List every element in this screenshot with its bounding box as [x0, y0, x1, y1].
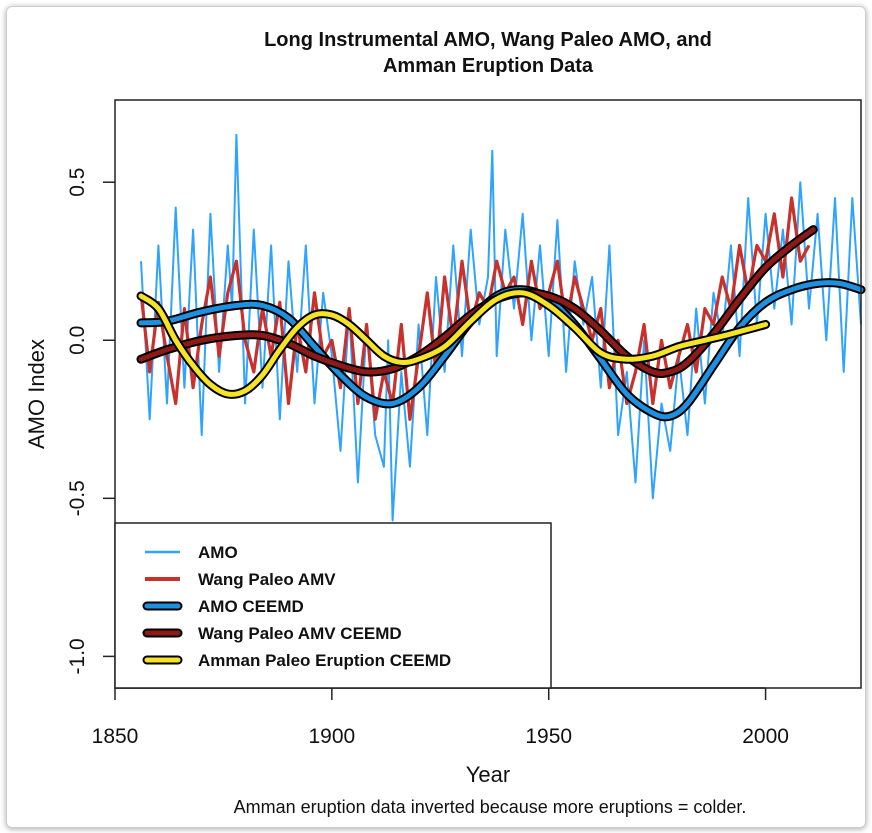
legend-entry-wang-paleo-amv: Wang Paleo AMV [145, 570, 336, 589]
legend-entry-wang-paleo-amv-ceemd: Wang Paleo AMV CEEMD [142, 624, 402, 643]
legend-label: Wang Paleo AMV [198, 570, 336, 589]
series-amo [140, 133, 862, 522]
y-tick-label: 0.0 [66, 326, 89, 355]
x-axis: 1850 1900 1950 2000 [92, 687, 789, 748]
x-tick-label: 2000 [742, 725, 789, 748]
series-amman-paleo-eruption-ceemd [136, 288, 771, 399]
x-tick-label: 1900 [309, 725, 356, 748]
legend: AMO Wang Paleo AMV AMO CEEMD Wang Paleo AMV… [114, 522, 552, 689]
y-tick-label: -0.5 [66, 480, 89, 516]
series-line-amman-paleo-eruption-ceemd [138, 290, 769, 397]
legend-box [114, 522, 552, 689]
y-tick-label: 0.5 [66, 168, 89, 197]
legend-label: AMO CEEMD [198, 597, 304, 616]
y-axis-label: AMO Index [24, 339, 49, 449]
chart-title-line1: Long Instrumental AMO, Wang Paleo AMO, a… [264, 29, 712, 51]
chart-title-line2: Amman Eruption Data [383, 55, 594, 77]
x-tick-label: 1950 [525, 725, 572, 748]
legend-label: Wang Paleo AMV CEEMD [198, 624, 402, 643]
legend-label: AMO [198, 543, 238, 562]
footnote: Amman eruption data inverted because mor… [234, 797, 747, 817]
series-layer [136, 133, 866, 522]
series-line-amo [140, 133, 862, 522]
legend-entry-amo-ceemd: AMO CEEMD [142, 597, 304, 616]
x-axis-label: Year [466, 762, 510, 787]
y-axis: -1.0 -0.5 0.0 0.5 [66, 168, 115, 674]
legend-label: Amman Paleo Eruption CEEMD [198, 651, 451, 670]
y-tick-label: -1.0 [66, 638, 89, 674]
x-tick-label: 1850 [92, 725, 139, 748]
legend-entry-amo: AMO [145, 543, 238, 562]
legend-entry-amman-paleo-eruption-ceemd: Amman Paleo Eruption CEEMD [142, 651, 451, 670]
